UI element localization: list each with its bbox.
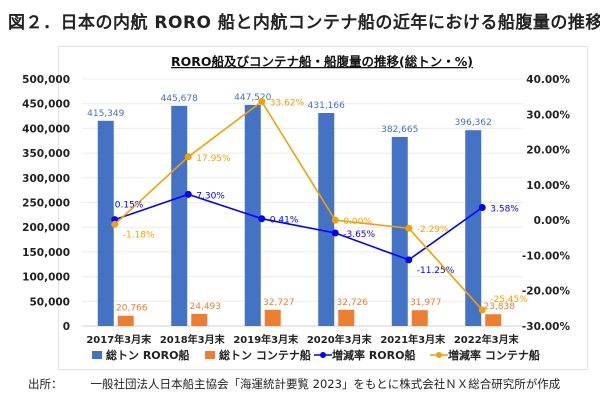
line-data-label: 0.41% [270, 216, 299, 226]
y-tick-label: 250,000 [22, 198, 70, 210]
y2-tick-label: 10.00% [526, 180, 570, 192]
bar [191, 313, 208, 326]
source-note: 出所： 一般社団法人日本船主協会「海運統計要覧 2023」をもとに株式会社ＮＸ総合… [28, 376, 588, 392]
y-tick-label: 500,000 [22, 74, 70, 86]
line-data-label: 0.15% [115, 201, 144, 211]
source-text: 一般社団法人日本船主協会「海運統計要覧 2023」をもとに株式会社ＮＸ総合研究所… [90, 377, 561, 391]
y2-tick-label: 20.00% [526, 145, 570, 157]
line-data-label: -25.45% [490, 295, 528, 305]
bar-data-label: 32,727 [263, 298, 295, 308]
y-tick-label: 450,000 [22, 99, 70, 111]
y-tick-label: 150,000 [22, 247, 70, 259]
y-tick-label: 400,000 [22, 123, 70, 135]
x-tick-label: 2022年3月末 [454, 333, 520, 346]
line-point [405, 224, 413, 232]
line-point [331, 216, 339, 224]
line-point [405, 256, 413, 264]
y2-tick-label: -20.00% [522, 286, 571, 298]
bar-data-label: 32,726 [337, 298, 369, 308]
bar [338, 309, 355, 326]
line-point [258, 215, 266, 223]
bar [97, 120, 114, 326]
y-tick-label: 50,000 [29, 296, 70, 308]
legend-label: 増減率 RORO船 [332, 348, 415, 362]
x-tick-label: 2021年3月末 [380, 333, 446, 346]
bar [318, 113, 335, 326]
line-data-label: 3.58% [490, 205, 519, 215]
legend-marker [320, 352, 326, 358]
bar [411, 310, 428, 326]
bar [117, 315, 134, 326]
line-point [184, 190, 192, 198]
bar-data-label: 445,678 [161, 94, 198, 104]
line-data-label: -3.65% [343, 230, 375, 240]
line-data-label: 7.30% [196, 191, 225, 201]
x-tick-label: 2018年3月末 [160, 333, 226, 346]
series-line [114, 193, 483, 261]
bar [465, 130, 482, 326]
line-point [258, 98, 266, 106]
line-data-label: -11.25% [417, 266, 455, 276]
line-data-label: -2.29% [417, 225, 449, 235]
legend-marker [436, 352, 442, 358]
bar-data-label: 415,349 [87, 109, 124, 119]
y2-tick-label: 0.00% [534, 215, 571, 227]
bar-data-label: 382,665 [381, 125, 418, 135]
line-point [478, 306, 486, 314]
source-label: 出所： [28, 377, 63, 391]
bar-data-label: 396,362 [455, 118, 492, 128]
y-tick-label: 0 [63, 321, 70, 333]
legend-label: 増減率 コンテナ船 [448, 348, 540, 362]
bar-data-label: 20,766 [116, 304, 148, 314]
legend-swatch [92, 351, 102, 359]
line-point [478, 204, 486, 212]
x-tick-label: 2020年3月末 [307, 333, 373, 346]
bar [391, 136, 408, 326]
bar-data-label: 24,493 [190, 302, 222, 312]
y-tick-label: 300,000 [22, 173, 70, 185]
bar-data-label: 447,520 [234, 93, 271, 103]
y-tick-label: 200,000 [22, 222, 70, 234]
bar [264, 309, 281, 326]
line-data-label: 17.95% [196, 154, 231, 164]
line-data-label: 33.62% [270, 99, 305, 109]
y2-tick-label: 30.00% [526, 109, 570, 121]
bar [171, 105, 188, 326]
chart-title: RORO船及びコンテナ船・船腹量の推移(総トン・%) [171, 54, 473, 69]
y2-tick-label: -10.00% [522, 250, 571, 262]
y2-tick-label: -30.00% [522, 321, 571, 333]
line-point [111, 220, 119, 228]
x-tick-label: 2017年3月末 [86, 333, 152, 346]
bar-data-label: 23,838 [484, 302, 516, 312]
line-data-label: -1.18% [123, 230, 155, 240]
legend-label: 総トン RORO船 [106, 348, 189, 362]
y2-tick-label: 40.00% [526, 74, 570, 86]
line-point [331, 229, 339, 237]
legend-label: 総トン コンテナ船 [219, 348, 311, 362]
bar-data-label: 431,166 [308, 101, 345, 111]
series-line [114, 100, 483, 311]
bar-data-label: 31,977 [410, 298, 442, 308]
legend-swatch [205, 351, 215, 359]
y-tick-label: 100,000 [22, 272, 70, 284]
line-point [184, 153, 192, 161]
y-tick-label: 350,000 [22, 148, 70, 160]
bar [485, 314, 502, 326]
figure-title: 図２．日本の内航 RORO 船と内航コンテナ船の近年における船腹量の推移 [8, 13, 600, 33]
line-data-label: 0.00% [343, 217, 372, 227]
x-tick-label: 2019年3月末 [233, 333, 299, 346]
